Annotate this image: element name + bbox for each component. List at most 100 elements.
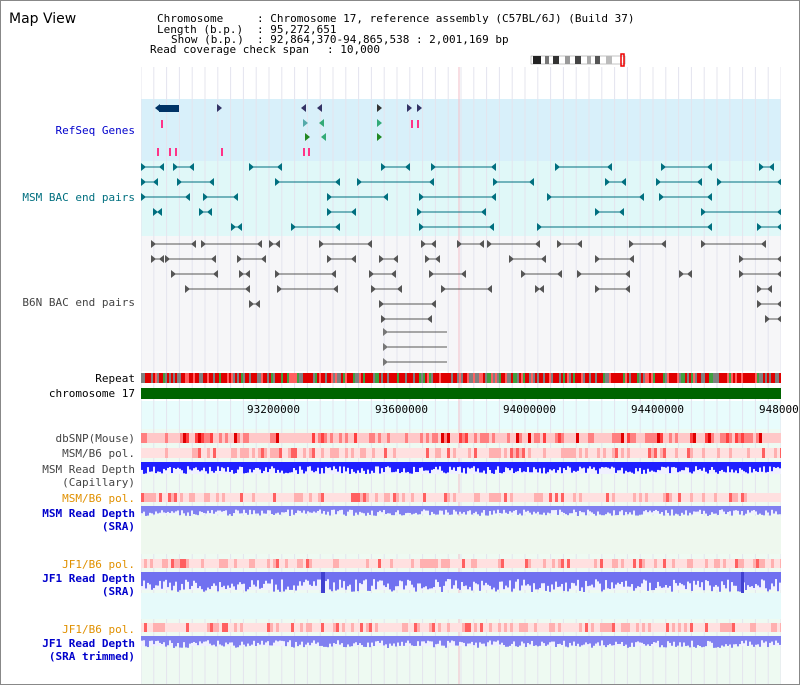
- b6n-end: [391, 270, 396, 278]
- heat-cell: [435, 559, 438, 568]
- depth-bar: [607, 572, 609, 589]
- depth-bar: [323, 462, 325, 474]
- heat-cell: [717, 623, 720, 632]
- heat-cell: [342, 559, 345, 568]
- heat-cell: [534, 623, 537, 632]
- repeat-segment: [547, 373, 549, 383]
- feature-tracks[interactable]: [141, 99, 781, 371]
- depth-bar: [369, 462, 371, 474]
- heat-cell: [519, 623, 522, 632]
- heat-cell: [276, 559, 279, 568]
- heat-cell: [684, 493, 687, 502]
- heat-cell: [744, 559, 747, 568]
- depth-bar: [737, 572, 739, 592]
- depth-bar: [507, 462, 509, 469]
- repeat-segment: [415, 373, 417, 383]
- depth-bar: [249, 462, 251, 470]
- depth-bar: [291, 506, 293, 510]
- depth-bar: [437, 572, 439, 583]
- depth-bar: [269, 506, 271, 511]
- depth-bar: [611, 636, 613, 646]
- depth-bar: [247, 462, 249, 473]
- depth-bar: [625, 636, 627, 645]
- heat-cell: [603, 559, 606, 568]
- depth-bar: [447, 636, 449, 641]
- depth-bar: [239, 506, 241, 514]
- heat-cell: [660, 433, 663, 443]
- depth-bar: [441, 506, 443, 511]
- depth-bar: [485, 636, 487, 647]
- depth-bar: [763, 572, 765, 581]
- heat-cell: [714, 559, 717, 568]
- depth-bar: [433, 462, 435, 470]
- depth-bar: [351, 462, 353, 470]
- heat-cell: [687, 623, 690, 632]
- repeat-segment: [193, 373, 195, 383]
- b6n-end: [557, 240, 562, 248]
- repeat-segment: [215, 373, 217, 383]
- repeat-segment: [311, 373, 313, 383]
- depth-bar: [387, 636, 389, 648]
- depth-bar: [761, 572, 763, 580]
- depth-bar: [733, 462, 735, 473]
- heat-cell: [243, 433, 246, 443]
- heat-cell: [231, 559, 234, 568]
- depth-bar: [259, 506, 261, 516]
- heat-cell: [141, 493, 144, 502]
- repeat-segment: [719, 373, 721, 383]
- repeat-segment: [757, 373, 759, 383]
- heat-cell: [372, 559, 375, 568]
- depth-bar: [587, 506, 589, 510]
- depth-bar: [767, 462, 769, 472]
- heat-cell: [399, 448, 402, 458]
- depth-bar: [153, 462, 155, 467]
- refseq-genes-label[interactable]: RefSeq Genes: [55, 124, 135, 137]
- repeat-segment: [579, 373, 581, 383]
- heat-cell: [180, 623, 183, 632]
- chromosome-ideogram[interactable]: [529, 53, 629, 67]
- depth-bar: [317, 636, 319, 643]
- depth-bar: [229, 506, 231, 515]
- depth-bar: [745, 462, 747, 473]
- depth-bar: [525, 636, 527, 647]
- heat-cell: [303, 448, 306, 458]
- depth-bar: [643, 636, 645, 645]
- heat-cell: [681, 559, 684, 568]
- heat-cell: [633, 448, 636, 458]
- b6n-bac-label[interactable]: B6N BAC end pairs: [22, 296, 135, 309]
- heat-cell: [603, 433, 606, 443]
- depth-bar: [289, 462, 291, 473]
- heat-cell: [444, 493, 447, 502]
- repeat-segment: [573, 373, 575, 383]
- depth-bar: [227, 506, 229, 516]
- depth-bar: [393, 462, 395, 473]
- repeat-segment: [471, 373, 473, 383]
- depth-bar: [555, 572, 557, 582]
- heat-cell: [522, 448, 525, 458]
- msm-bac-label[interactable]: MSM BAC end pairs: [22, 191, 135, 204]
- heat-cell: [504, 433, 507, 443]
- heat-cell: [201, 623, 204, 632]
- depth-bar: [257, 462, 259, 468]
- depth-bar: [607, 462, 609, 468]
- heat-cell: [360, 559, 363, 568]
- depth-bar: [723, 636, 725, 647]
- heat-cell: [639, 623, 642, 632]
- heat-cell: [684, 433, 687, 443]
- depth-bar: [383, 636, 385, 646]
- heat-cell: [183, 493, 186, 502]
- depth-bar: [595, 572, 597, 580]
- heat-cell: [276, 493, 279, 502]
- depth-bar: [511, 572, 513, 592]
- depth-bar: [417, 506, 419, 515]
- depth-bar: [471, 506, 473, 515]
- depth-bar: [745, 572, 747, 590]
- repeat-segment: [497, 373, 499, 383]
- repeat-segment: [729, 373, 731, 383]
- depth-bar: [765, 636, 767, 642]
- heat-cell: [228, 623, 231, 632]
- depth-bar: [689, 572, 691, 584]
- depth-bar: [635, 506, 637, 516]
- depth-bar: [551, 506, 553, 511]
- heat-cell: [258, 493, 261, 502]
